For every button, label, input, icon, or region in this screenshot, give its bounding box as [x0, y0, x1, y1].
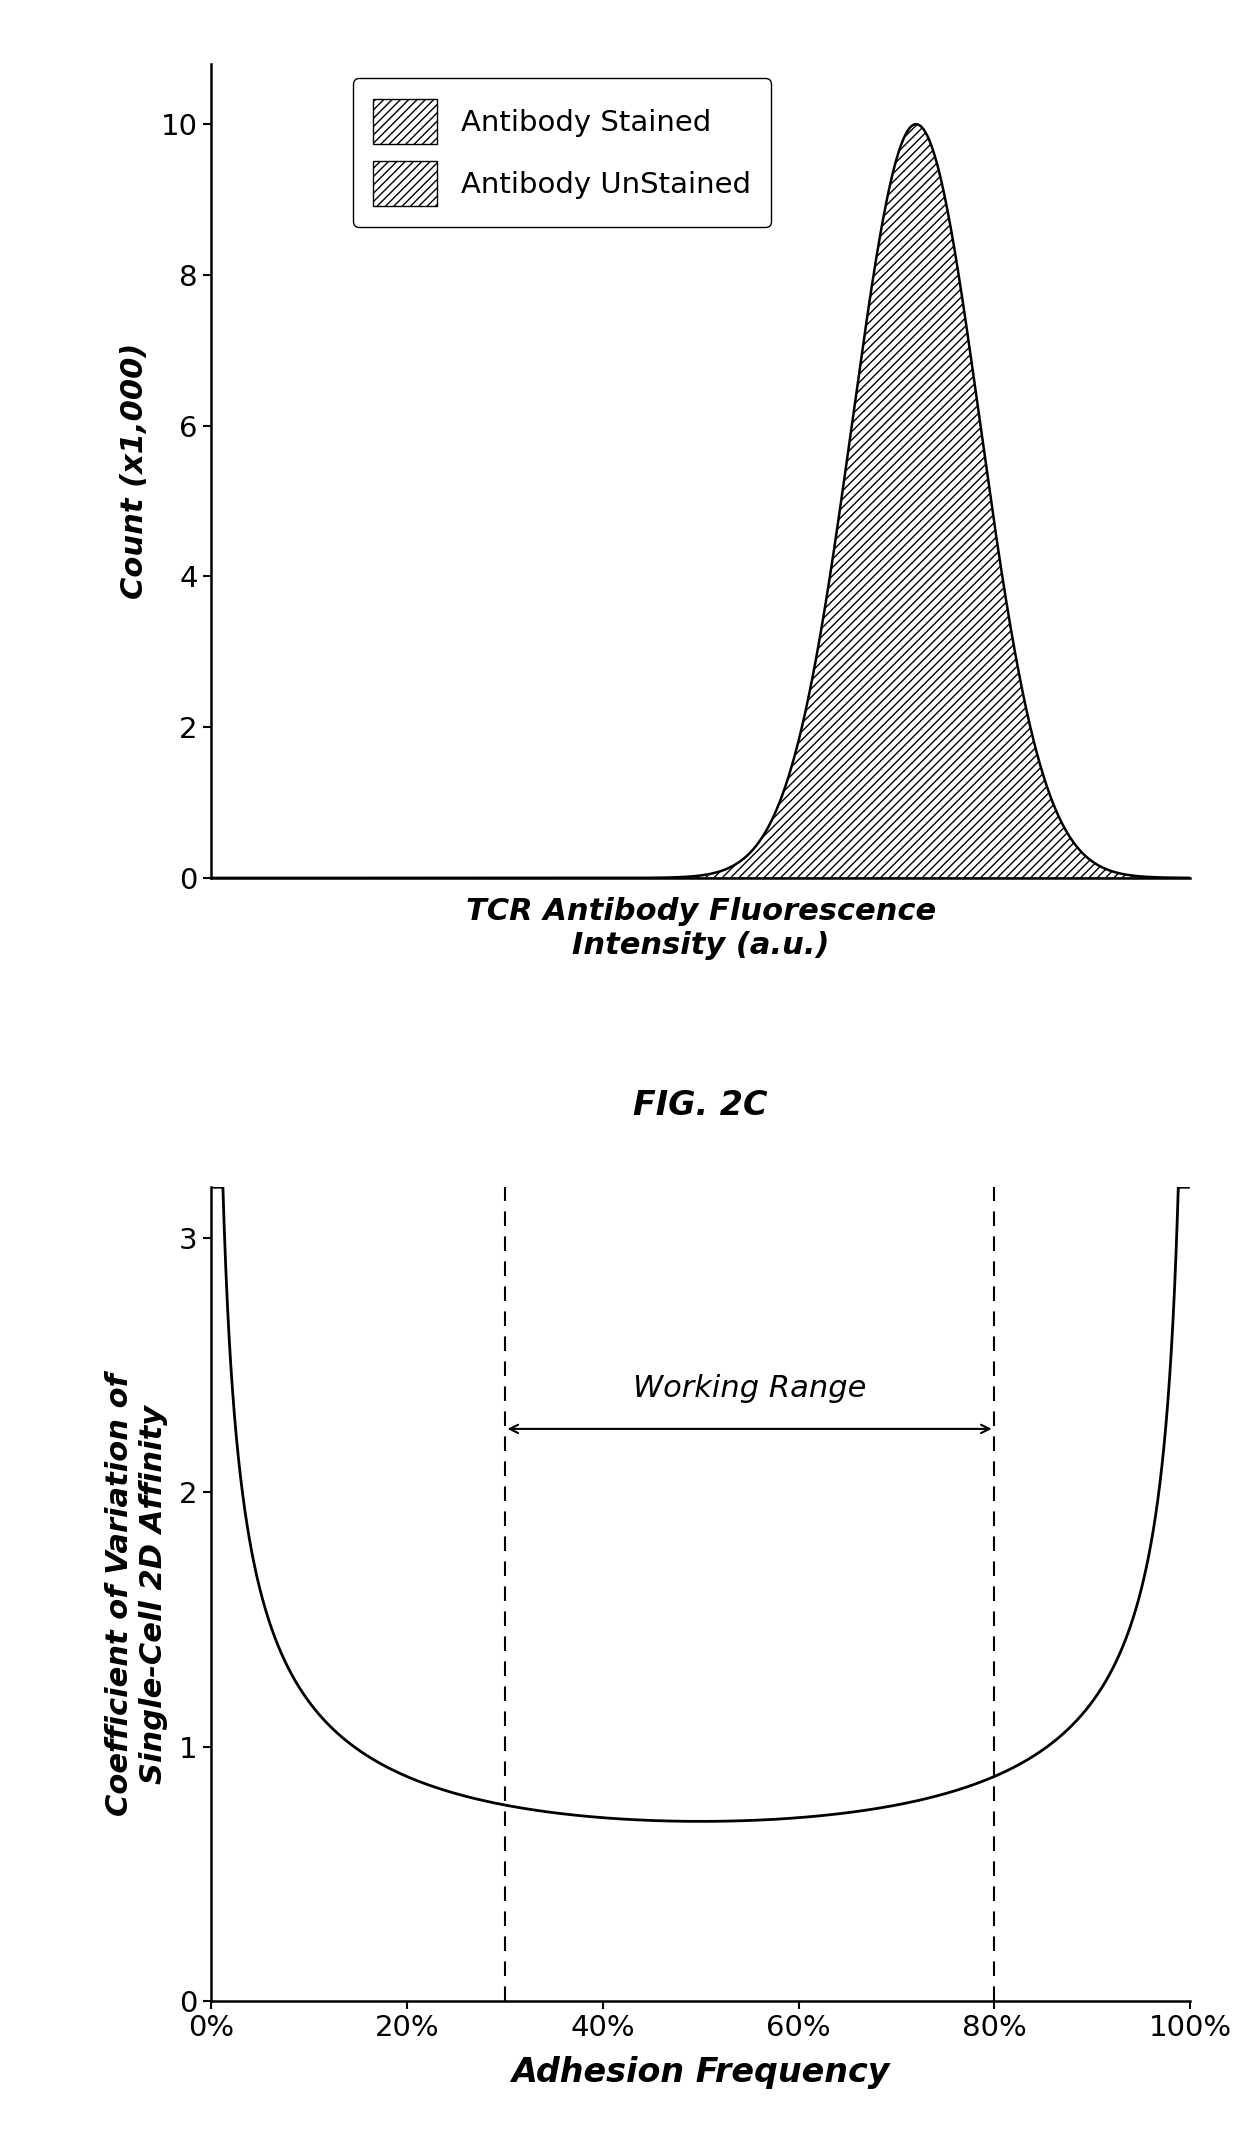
X-axis label: TCR Antibody Fluorescence
Intensity (a.u.): TCR Antibody Fluorescence Intensity (a.u…	[465, 896, 936, 960]
Text: FIG. 2C: FIG. 2C	[634, 1090, 768, 1122]
X-axis label: Adhesion Frequency: Adhesion Frequency	[511, 2057, 890, 2089]
Y-axis label: Coefficient of Variation of
Single-Cell 2D Affinity: Coefficient of Variation of Single-Cell …	[105, 1373, 167, 1816]
Legend: Antibody Stained, Antibody UnStained: Antibody Stained, Antibody UnStained	[352, 79, 771, 228]
Y-axis label: Count (x1,000): Count (x1,000)	[120, 343, 150, 598]
Text: Working Range: Working Range	[632, 1375, 867, 1403]
